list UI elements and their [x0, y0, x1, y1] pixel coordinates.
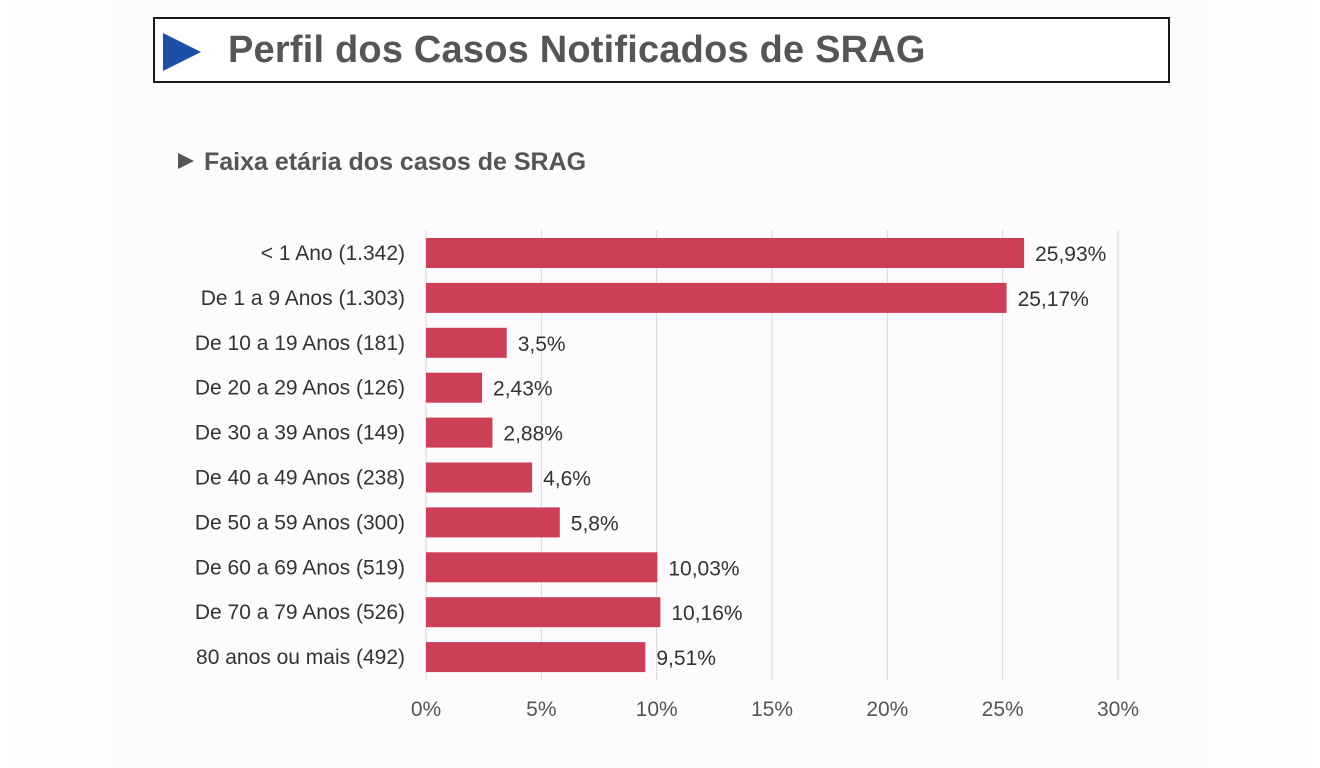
data-label: 10,16%	[671, 602, 742, 625]
chart-subtitle: Faixa etária dos casos de SRAG	[178, 148, 586, 177]
page-title: Perfil dos Casos Notificados de SRAG	[228, 29, 926, 71]
category-label: De 20 a 29 Anos (126)	[195, 377, 405, 400]
data-label: 3,5%	[518, 333, 566, 356]
x-tick-label: 20%	[866, 698, 908, 721]
bar	[426, 507, 560, 538]
chart-subtitle-text: Faixa etária dos casos de SRAG	[204, 148, 587, 176]
data-label: 25,17%	[1018, 288, 1089, 311]
header-box: Perfil dos Casos Notificados de SRAG	[153, 17, 1170, 83]
bar	[426, 417, 493, 448]
category-label: De 10 a 19 Anos (181)	[195, 332, 405, 355]
category-label: De 30 a 39 Anos (149)	[195, 422, 405, 445]
category-label: De 50 a 59 Anos (300)	[195, 511, 405, 534]
category-label: De 60 a 69 Anos (519)	[195, 556, 405, 579]
x-tick-label: 0%	[411, 698, 441, 721]
play-arrow-icon	[163, 33, 201, 71]
bar	[426, 372, 483, 403]
data-label: 2,43%	[493, 378, 553, 401]
bar	[426, 552, 658, 583]
bar	[426, 642, 646, 673]
bar	[426, 327, 507, 358]
x-tick-label: 30%	[1097, 698, 1139, 721]
category-label: < 1 Ano (1.342)	[261, 242, 405, 265]
data-label: 25,93%	[1035, 243, 1106, 266]
data-label: 9,51%	[656, 647, 716, 670]
category-label: De 70 a 79 Anos (526)	[195, 601, 405, 624]
x-tick-label: 5%	[526, 698, 556, 721]
category-label: De 1 a 9 Anos (1.303)	[201, 287, 405, 310]
category-label: 80 anos ou mais (492)	[196, 646, 405, 669]
bar	[426, 597, 661, 628]
x-tick-label: 15%	[751, 698, 793, 721]
bullet-arrow-icon	[178, 153, 194, 170]
x-tick-label: 25%	[982, 698, 1024, 721]
bar	[426, 462, 533, 493]
x-tick-label: 10%	[636, 698, 678, 721]
bar	[426, 282, 1007, 313]
data-label: 5,8%	[571, 512, 619, 535]
data-label: 2,88%	[503, 423, 563, 446]
bar	[426, 238, 1025, 268]
data-label: 10,03%	[668, 557, 739, 580]
category-label: De 40 a 49 Anos (238)	[195, 467, 405, 490]
data-label: 4,6%	[543, 468, 591, 491]
